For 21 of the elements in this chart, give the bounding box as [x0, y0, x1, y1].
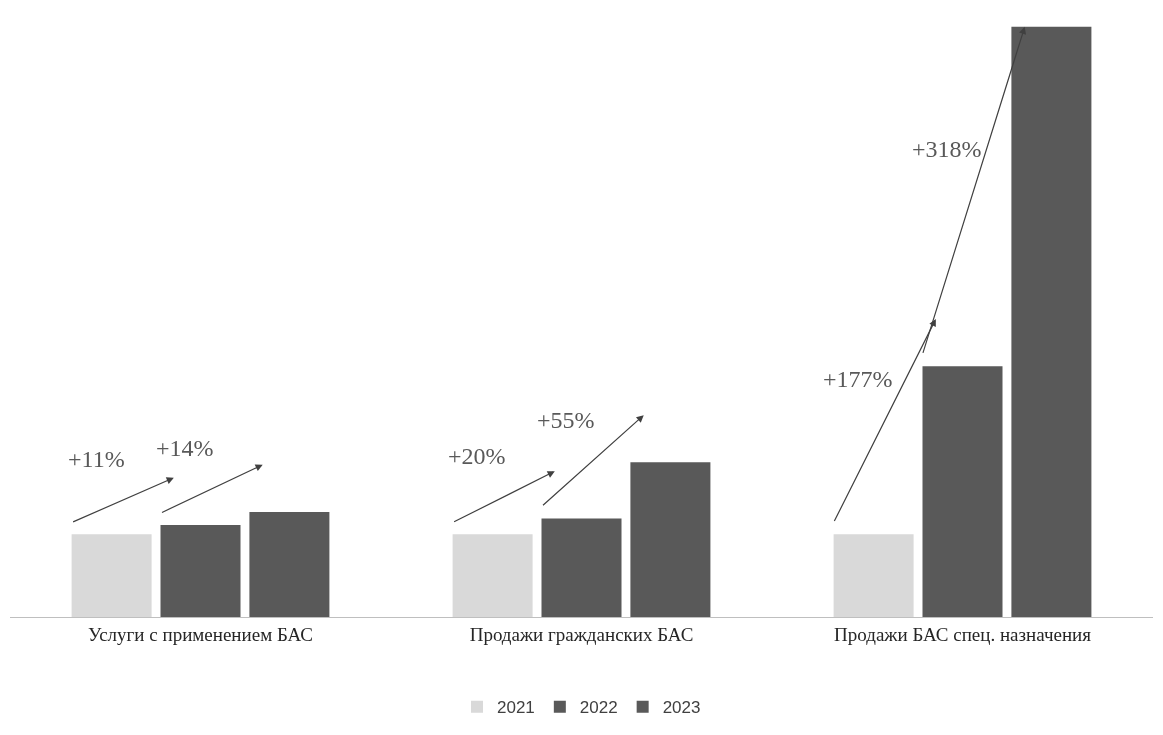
bar	[541, 518, 622, 617]
x-tick-label: Продажи гражданских БАС	[469, 623, 694, 645]
bar	[1011, 26, 1092, 617]
bar	[922, 366, 1003, 617]
bar	[630, 462, 711, 617]
annotation: +318%	[912, 136, 982, 162]
legend-label: 2022	[579, 698, 618, 718]
bar	[249, 511, 330, 617]
x-tick-label: Услуги с применением БАС	[87, 623, 314, 645]
annotation: +11%	[68, 446, 125, 472]
bar	[833, 534, 914, 617]
legend-label: 2023	[662, 698, 701, 718]
bar	[71, 534, 152, 617]
bar	[452, 534, 533, 617]
annotation: +20%	[448, 443, 506, 469]
bar	[160, 524, 241, 617]
annotation: +55%	[537, 407, 595, 433]
annotation: +177%	[823, 366, 893, 392]
x-tick-label: Продажи БАС спец. назначения	[834, 623, 1092, 645]
annotation: +14%	[156, 435, 214, 461]
legend-label: 2021	[497, 698, 535, 718]
